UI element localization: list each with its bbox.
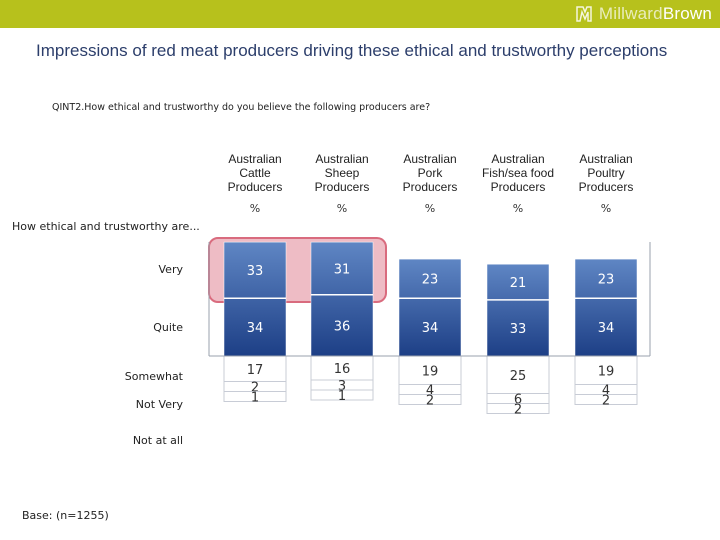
column-header: Australian Fish/sea food Producers — [473, 152, 563, 194]
value-label-lower: 19 — [598, 364, 615, 379]
value-label-lower: 19 — [422, 364, 439, 379]
row-label: Not at all — [132, 434, 183, 447]
brand-logo-icon — [576, 6, 592, 22]
column-header: Australian Cattle Producers — [210, 152, 300, 194]
value-label-lower: 6 — [514, 393, 522, 408]
value-label-lower: 4 — [426, 384, 434, 399]
value-label-very: 23 — [598, 273, 615, 288]
value-label-very: 33 — [247, 264, 264, 279]
column-header-line: Producers — [578, 180, 634, 194]
row-header-title: How ethical and trustworthy are... — [12, 220, 200, 233]
value-label-lower: 2 — [426, 394, 434, 409]
row-label: Quite — [153, 321, 183, 334]
column-header-line: Australian — [228, 152, 282, 166]
row-label: Somewhat — [124, 370, 183, 383]
bar-segment-outline — [223, 391, 287, 402]
value-label-lower: 1 — [251, 391, 259, 406]
value-label-quite: 34 — [598, 321, 615, 336]
value-label-very: 31 — [334, 262, 351, 277]
column-header-line: Australian — [315, 152, 369, 166]
column-header-line: Producers — [490, 180, 546, 194]
value-label-lower: 3 — [338, 379, 346, 394]
column-header-line: Pork — [417, 166, 443, 180]
bar-segment-outline — [398, 394, 462, 405]
page-title: Impressions of red meat producers drivin… — [36, 41, 668, 60]
column-header: Australian Sheep Producers — [297, 152, 387, 194]
value-label-lower: 2 — [514, 403, 522, 418]
bar-segment-outline — [486, 403, 550, 414]
bar-segment-outline — [310, 355, 374, 381]
column-header-line: Producers — [402, 180, 458, 194]
bar-segment-outline — [398, 355, 462, 385]
column-header-line: Poultry — [587, 166, 625, 180]
value-label-lower: 2 — [251, 381, 259, 396]
value-label-very: 21 — [510, 276, 527, 291]
stacked-bar — [398, 258, 462, 357]
value-label-very: 23 — [422, 273, 439, 288]
stacked-bar — [486, 263, 550, 357]
value-label-quite: 34 — [422, 321, 439, 336]
column-header-line: Australian — [491, 152, 545, 166]
column-header-line: Australian — [403, 152, 457, 166]
column-header-line: Producers — [314, 180, 370, 194]
percent-unit-label: % — [512, 202, 524, 215]
percent-unit-label: % — [249, 202, 261, 215]
top-bar: MillwardBrown — [0, 0, 720, 28]
brand-name: MillwardBrown — [598, 4, 712, 23]
column-header-line: Producers — [227, 180, 283, 194]
value-label-lower: 2 — [602, 394, 610, 409]
percent-unit-label: % — [424, 202, 436, 215]
value-label-lower: 4 — [602, 384, 610, 399]
value-label-quite: 33 — [510, 322, 527, 337]
value-label-lower: 1 — [338, 389, 346, 404]
base-note: Base: (n=1255) — [22, 509, 109, 522]
column-header-line: Australian — [579, 152, 633, 166]
column-header-line: Fish/sea food — [481, 166, 555, 180]
row-label: Very — [158, 263, 183, 276]
value-label-lower: 16 — [334, 362, 351, 377]
column-header-line: Sheep — [324, 166, 360, 180]
bar-segment-outline — [574, 355, 638, 385]
percent-unit-label: % — [336, 202, 348, 215]
stacked-bar — [223, 241, 287, 357]
question-text: QINT2.How ethical and trustworthy do you… — [52, 102, 431, 113]
column-header: Australian Pork Producers — [385, 152, 475, 194]
bar-segment-outline — [574, 394, 638, 405]
column-header-line: Cattle — [239, 166, 271, 180]
column-header: Australian Poultry Producers — [561, 152, 651, 194]
value-label-lower: 25 — [510, 369, 527, 384]
row-label: Not Very — [135, 398, 183, 411]
value-label-quite: 34 — [247, 321, 264, 336]
percent-unit-label: % — [600, 202, 612, 215]
value-label-lower: 17 — [247, 363, 264, 378]
stacked-bar — [310, 241, 374, 357]
bar-segment-outline — [310, 389, 374, 401]
brand-logo: MillwardBrown — [573, 4, 712, 24]
value-label-quite: 36 — [334, 319, 351, 334]
